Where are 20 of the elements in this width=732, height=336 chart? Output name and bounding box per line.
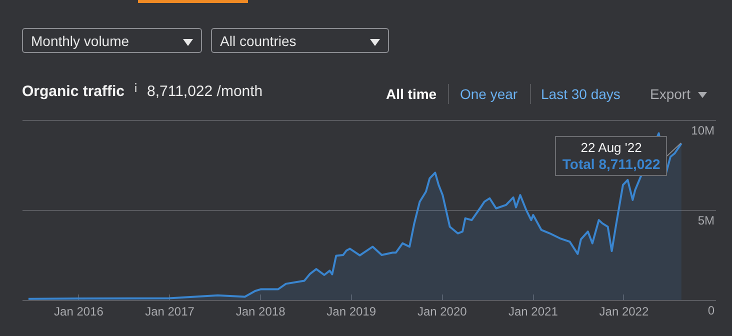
- x-tick-label: Jan 2017: [145, 304, 195, 318]
- x-tick-label: Jan 2021: [508, 304, 558, 318]
- text: Export: [650, 85, 692, 103]
- text: All time: [386, 85, 437, 103]
- x-tick-label: Jan 2018: [236, 304, 286, 318]
- text: Last 30 days: [541, 85, 620, 103]
- x-tick-label: Jan 2022: [599, 304, 649, 318]
- text: One year: [460, 85, 518, 103]
- y-tick-label: 0: [708, 304, 715, 318]
- annotation: 22 Aug '22: [580, 139, 643, 156]
- text: All countries: [220, 33, 296, 49]
- x-tick-label: Jan 2016: [54, 304, 104, 318]
- y-tick-label: 5M: [698, 214, 714, 228]
- x-tick-label: Jan 2020: [417, 304, 468, 318]
- y-tick-label: 10M: [691, 124, 715, 138]
- chart-title: Organic traffic: [22, 83, 125, 100]
- chart-subtitle: 8,711,022 /month: [147, 83, 263, 100]
- annotation: Total 8,711,022: [562, 156, 660, 174]
- text: Monthly volume: [31, 33, 130, 49]
- x-tick-label: Jan 2019: [326, 304, 376, 318]
